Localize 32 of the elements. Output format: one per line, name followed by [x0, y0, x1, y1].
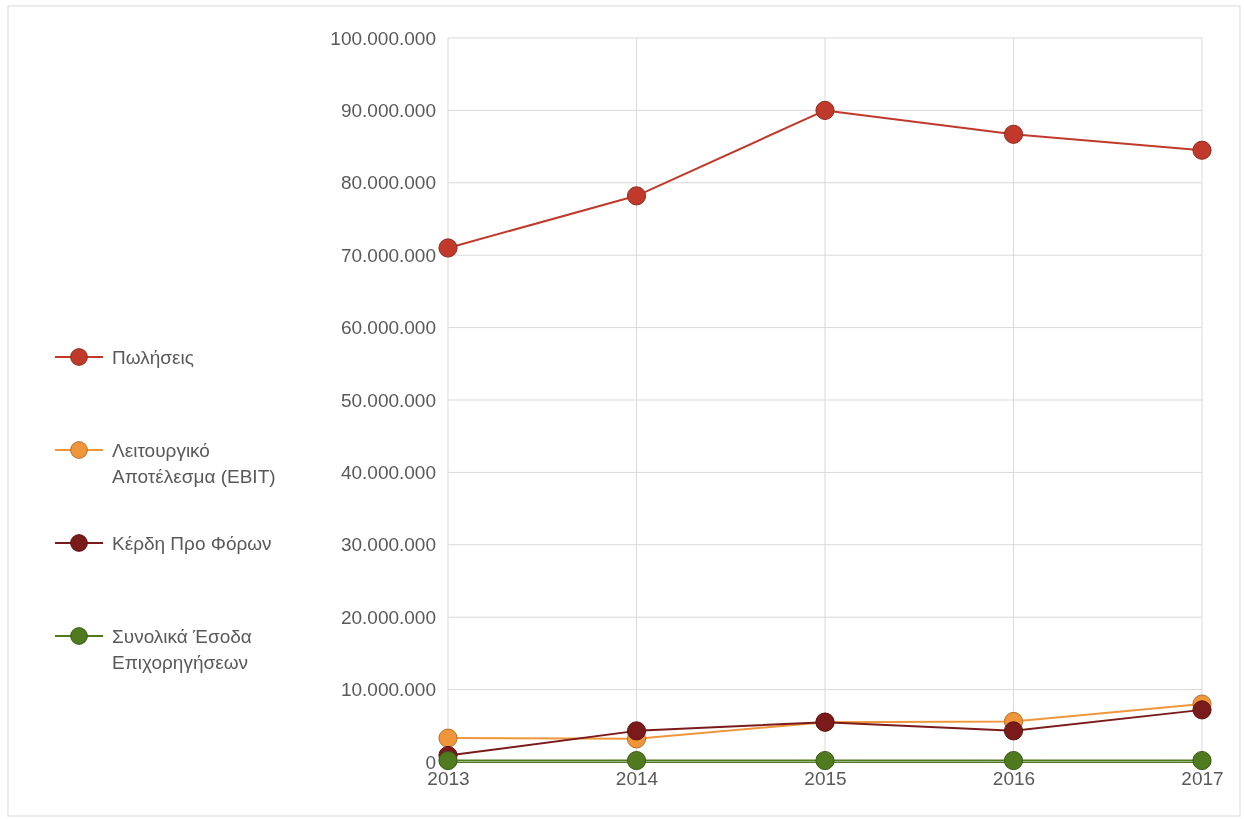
y-tick-label: 30.000.000 [340, 534, 436, 556]
y-tick-label: 90.000.000 [340, 99, 436, 121]
y-tick-label: 60.000.000 [340, 317, 436, 339]
x-tick-label: 2017 [1181, 768, 1224, 790]
legend-label: Λειτουργικό Αποτέλεσμα (EBIT) [112, 440, 276, 487]
y-tick-label: 80.000.000 [340, 172, 436, 194]
point [815, 100, 835, 120]
y-tick-label: 40.000.000 [340, 461, 436, 483]
y-tick-label: 70.000.000 [340, 244, 436, 266]
point [438, 238, 458, 258]
point [626, 186, 647, 206]
point [1192, 140, 1212, 160]
point [1003, 721, 1024, 741]
x-tick-label: 2015 [804, 768, 847, 790]
legend-label: Κέρδη Προ Φόρων [112, 533, 272, 554]
x-tick-label: 2014 [615, 768, 659, 790]
point [1192, 700, 1212, 720]
point [626, 750, 647, 771]
point [815, 750, 835, 771]
legend-label: Πωλήσεις [112, 347, 194, 368]
y-tick-label: 20.000.000 [340, 606, 436, 628]
y-tick-label: 100.000.000 [330, 27, 436, 49]
point [438, 728, 458, 748]
point [626, 721, 647, 741]
legend-label: Συνολικά Έσοδα Επιχορηγήσεων [112, 626, 252, 673]
x-tick-label: 2016 [992, 768, 1036, 790]
point [1192, 750, 1212, 771]
y-tick-label: 50.000.000 [340, 389, 436, 411]
point [438, 750, 458, 771]
point [1003, 124, 1024, 144]
point [1003, 750, 1024, 771]
y-tick-label: 10.000.000 [340, 679, 436, 701]
